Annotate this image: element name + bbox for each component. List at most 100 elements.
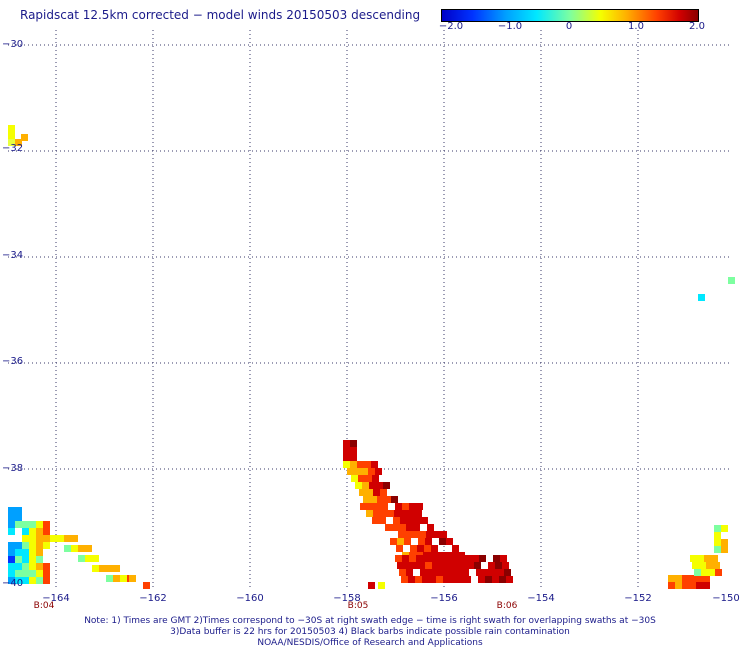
wind-cell — [99, 565, 106, 572]
wind-cell — [437, 555, 444, 562]
wind-cell — [452, 545, 459, 552]
wind-cell — [106, 575, 113, 582]
wind-cell — [29, 563, 36, 570]
wind-cell — [444, 555, 451, 562]
wind-cell — [367, 503, 374, 510]
colorbar-label: 1.0 — [628, 21, 644, 32]
wind-cell — [427, 524, 434, 531]
wind-cell — [358, 475, 365, 482]
wind-cell — [350, 440, 357, 447]
wind-cell — [696, 582, 703, 589]
wind-cell — [417, 545, 424, 552]
wind-cell — [409, 555, 416, 562]
wind-cell — [721, 525, 728, 532]
swath-cells — [8, 125, 735, 589]
wind-cell — [8, 132, 15, 139]
wind-cell — [36, 528, 43, 535]
wind-cell — [57, 535, 64, 542]
wind-cell — [64, 535, 71, 542]
wind-cell — [407, 517, 414, 524]
wind-cell — [15, 507, 22, 514]
wind-cell — [36, 542, 43, 549]
wind-cell — [369, 482, 376, 489]
wind-cell — [357, 461, 364, 468]
wind-cell — [347, 468, 354, 475]
wind-cell — [22, 528, 29, 535]
wind-cell — [490, 569, 497, 576]
wind-cell — [721, 539, 728, 546]
wind-cell — [429, 576, 436, 583]
wind-cell — [406, 524, 413, 531]
wind-cell — [728, 277, 735, 284]
wind-cell — [8, 563, 15, 570]
wind-cell — [22, 577, 29, 584]
wind-cell — [412, 531, 419, 538]
wind-cell — [476, 569, 483, 576]
lon-label: −160 — [236, 593, 264, 604]
wind-cell — [423, 555, 430, 562]
wind-cell — [143, 582, 150, 589]
wind-cell — [472, 555, 479, 562]
wind-cell — [15, 556, 22, 563]
wind-cell — [29, 549, 36, 556]
wind-cell — [415, 510, 422, 517]
wind-cell — [391, 496, 398, 503]
wind-cell — [402, 555, 409, 562]
wind-cell — [15, 549, 22, 556]
wind-cell — [373, 510, 380, 517]
wind-cell — [377, 496, 384, 503]
wind-cell — [92, 555, 99, 562]
wind-cell — [373, 489, 380, 496]
wind-cell — [704, 555, 711, 562]
wind-cell — [351, 475, 358, 482]
wind-cell — [446, 562, 453, 569]
wind-cell — [436, 576, 443, 583]
wind-cell — [443, 576, 450, 583]
wind-cell — [78, 555, 85, 562]
swath-time-label: B:05 — [347, 601, 369, 611]
lat-label: −40 — [2, 578, 24, 589]
wind-cell — [85, 555, 92, 562]
wind-cell — [29, 542, 36, 549]
wind-cell — [15, 139, 22, 146]
wind-cell — [460, 562, 467, 569]
wind-cell — [362, 482, 369, 489]
wind-cell — [715, 569, 722, 576]
wind-cell — [703, 582, 710, 589]
wind-cell — [379, 517, 386, 524]
wind-cell — [500, 555, 507, 562]
lon-label: −156 — [430, 593, 458, 604]
wind-cell — [8, 556, 15, 563]
wind-cell — [450, 576, 457, 583]
wind-cell — [381, 503, 388, 510]
wind-cell — [708, 569, 715, 576]
colorbar-label: −1.0 — [497, 21, 523, 32]
wind-cell — [425, 538, 432, 545]
colorbar-label: −2.0 — [438, 21, 464, 32]
wind-cell — [495, 562, 502, 569]
wind-cell — [398, 531, 405, 538]
wind-cell — [504, 569, 511, 576]
wind-cell — [404, 538, 411, 545]
lat-label: −36 — [2, 356, 24, 367]
wind-cell — [699, 562, 706, 569]
wind-cell — [71, 545, 78, 552]
lon-label: −152 — [624, 593, 652, 604]
wind-cell — [714, 532, 721, 539]
wind-cell — [696, 575, 703, 582]
wind-cell — [431, 545, 438, 552]
wind-cell — [430, 555, 437, 562]
wind-cell — [439, 562, 446, 569]
wind-cell — [479, 555, 486, 562]
wind-cell — [363, 496, 370, 503]
wind-cell — [43, 535, 50, 542]
wind-cell — [427, 569, 434, 576]
lat-label: −32 — [2, 143, 24, 154]
lon-label: −162 — [139, 593, 167, 604]
wind-cell — [365, 475, 372, 482]
wind-cell — [703, 575, 710, 582]
wind-cell — [371, 461, 378, 468]
map-title: Rapidscat 12.5km corrected − model winds… — [20, 8, 421, 22]
wind-cell — [492, 576, 499, 583]
wind-cell — [408, 510, 415, 517]
